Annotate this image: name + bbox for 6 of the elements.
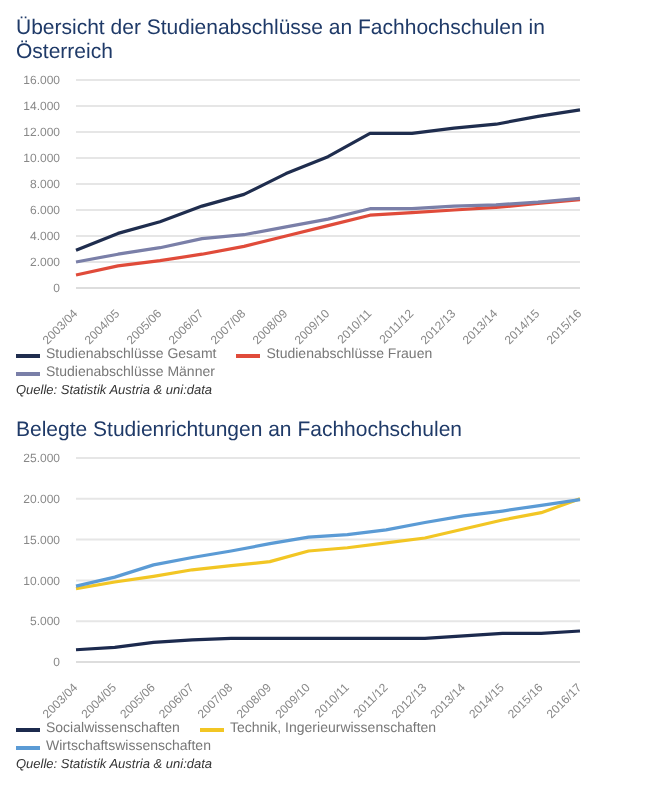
line-series — [74, 198, 582, 277]
chart-title: Belegte Studienrichtungen an Fachhochschulen — [16, 418, 464, 442]
line-series — [74, 196, 582, 264]
line-series — [74, 629, 582, 652]
chart-title: Übersicht der Studienabschlüsse an Fachhochschulen in Österreich — [16, 16, 547, 64]
line-series — [74, 108, 582, 252]
